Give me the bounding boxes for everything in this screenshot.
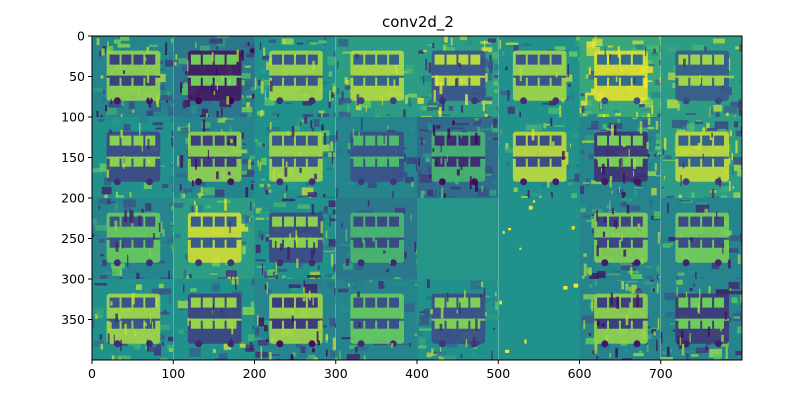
feature-map-tile bbox=[173, 117, 255, 198]
feature-map-tile bbox=[417, 198, 499, 279]
feature-map-tile bbox=[660, 36, 742, 117]
feature-map-tile bbox=[579, 198, 661, 279]
chart-title: conv2d_2 bbox=[382, 13, 454, 32]
y-tick-label: 50 bbox=[69, 69, 85, 84]
feature-map-tile bbox=[660, 279, 742, 360]
feature-map-tile bbox=[498, 117, 580, 198]
feature-map-tile bbox=[92, 198, 174, 279]
feature-map-tile bbox=[173, 279, 255, 360]
feature-map-tile bbox=[417, 36, 499, 117]
x-tick-label: 400 bbox=[405, 366, 429, 381]
x-tick-label: 600 bbox=[568, 366, 592, 381]
feature-map-tile bbox=[498, 279, 580, 360]
feature-map-tile bbox=[498, 36, 580, 117]
feature-map-tile bbox=[498, 198, 580, 279]
x-tick-label: 500 bbox=[486, 366, 510, 381]
feature-map-tile bbox=[254, 117, 336, 198]
y-tick-label: 100 bbox=[61, 110, 85, 125]
x-tick-label: 300 bbox=[324, 366, 348, 381]
feature-map-tile bbox=[335, 36, 417, 117]
y-tick-label: 200 bbox=[61, 191, 85, 206]
feature-map-tile bbox=[254, 198, 336, 279]
feature-map-tile bbox=[173, 198, 255, 279]
y-axis: 0 50 100 150 200 250 300 350 bbox=[61, 29, 92, 327]
x-axis: 0 100 200 300 400 500 600 700 bbox=[88, 360, 673, 381]
feature-map-tile bbox=[92, 117, 174, 198]
feature-map-tile bbox=[92, 279, 174, 360]
feature-map-tile bbox=[254, 279, 336, 360]
feature-map-tile bbox=[417, 279, 499, 360]
feature-map-tile bbox=[335, 198, 417, 279]
feature-map-tile bbox=[417, 117, 499, 198]
feature-map-tile bbox=[335, 279, 417, 360]
x-tick-label: 700 bbox=[649, 366, 673, 381]
feature-map-tile bbox=[660, 117, 742, 198]
feature-map-tile bbox=[92, 36, 174, 117]
x-tick-label: 200 bbox=[243, 366, 267, 381]
feature-map-tile bbox=[579, 279, 661, 360]
feature-map-tile bbox=[173, 36, 255, 117]
y-tick-label: 0 bbox=[77, 29, 85, 44]
y-tick-label: 250 bbox=[61, 231, 85, 246]
feature-map-tile bbox=[335, 117, 417, 198]
heatmap-image bbox=[92, 36, 742, 360]
feature-map-tile bbox=[660, 198, 742, 279]
y-tick-label: 150 bbox=[61, 150, 85, 165]
y-tick-label: 350 bbox=[61, 312, 85, 327]
x-tick-label: 100 bbox=[161, 366, 185, 381]
feature-map-tile bbox=[254, 36, 336, 117]
y-tick-label: 300 bbox=[61, 272, 85, 287]
feature-map-tile bbox=[579, 36, 661, 117]
x-tick-label: 0 bbox=[88, 366, 96, 381]
feature-map-tile bbox=[579, 117, 661, 198]
